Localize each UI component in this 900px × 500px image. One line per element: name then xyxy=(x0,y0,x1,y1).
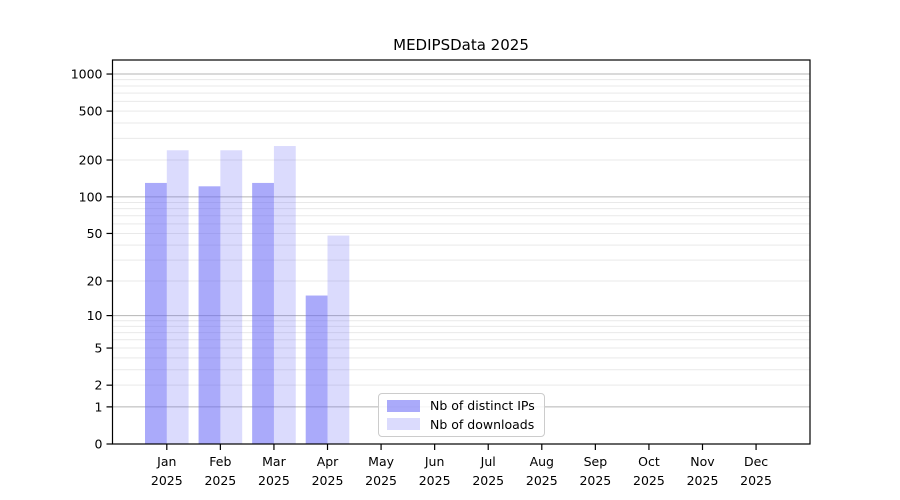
x-tick-label-year-mar: 2025 xyxy=(258,473,290,488)
x-tick-label-year-apr: 2025 xyxy=(312,473,344,488)
y-tick-label-2: 2 xyxy=(95,378,103,393)
bar-distinct-ips-jan xyxy=(145,182,167,445)
legend-label-distinct-ips: Nb of distinct IPs xyxy=(430,398,535,414)
y-tick-label-100: 100 xyxy=(79,189,103,204)
x-tick-label-year-jun: 2025 xyxy=(419,473,451,488)
legend-swatch-downloads xyxy=(387,418,420,431)
x-tick-label-year-may: 2025 xyxy=(365,473,397,488)
legend-box: Nb of distinct IPs Nb of downloads xyxy=(378,393,545,437)
legend-swatch-distinct-ips xyxy=(387,399,420,412)
x-tick-label-year-jul: 2025 xyxy=(472,473,504,488)
x-tick-label-month-oct: Oct xyxy=(638,454,660,469)
x-tick-label-month-apr: Apr xyxy=(317,454,339,469)
x-tick-label-month-jul: Jul xyxy=(480,454,496,469)
gridlines-minor xyxy=(112,79,810,386)
bar-downloads-mar xyxy=(273,146,296,445)
x-tick-label-year-dec: 2025 xyxy=(740,473,772,488)
x-tick-label-year-nov: 2025 xyxy=(687,473,719,488)
y-tick-label-20: 20 xyxy=(87,273,103,288)
y-tick-label-0: 0 xyxy=(95,437,103,452)
y-tick-label-1: 1 xyxy=(95,399,103,414)
y-tick-label-50: 50 xyxy=(87,226,103,241)
y-tick-label-10: 10 xyxy=(87,308,103,323)
bar-downloads-jan xyxy=(166,150,189,444)
x-tick-label-month-feb: Feb xyxy=(209,454,231,469)
plot-border xyxy=(111,59,811,445)
axes xyxy=(106,59,811,450)
y-tick-label-200: 200 xyxy=(79,153,103,168)
x-tick-label-year-sep: 2025 xyxy=(579,473,611,488)
x-tick-label-month-aug: Aug xyxy=(530,454,554,469)
bar-downloads-apr xyxy=(327,235,350,444)
chart-title: MEDIPSData 2025 xyxy=(393,36,529,54)
x-tick-label-month-jan: Jan xyxy=(156,454,176,469)
legend-label-downloads: Nb of downloads xyxy=(430,416,535,432)
x-tick-label-year-oct: 2025 xyxy=(633,473,665,488)
tick-labels: 0 1 2 5 10 20 50 100 200 500 1000 Jan 2025 Feb 2025 Mar… xyxy=(71,67,772,488)
x-tick-label-month-jun: Jun xyxy=(424,454,445,469)
x-tick-label-month-may: May xyxy=(368,454,394,469)
x-tick-label-year-feb: 2025 xyxy=(204,473,236,488)
y-tick-label-1000: 1000 xyxy=(71,67,103,82)
x-tick-label-month-nov: Nov xyxy=(690,454,715,469)
bar-downloads-feb xyxy=(220,150,243,444)
x-tick-label-month-sep: Sep xyxy=(584,454,608,469)
bar-distinct-ips-feb xyxy=(198,186,221,444)
legend-item-downloads: Nb of downloads xyxy=(387,417,536,433)
legend-item-distinct-ips: Nb of distinct IPs xyxy=(387,398,536,414)
x-tick-label-month-dec: Dec xyxy=(744,454,768,469)
y-tick-label-5: 5 xyxy=(95,341,103,356)
y-tick-label-500: 500 xyxy=(79,104,103,119)
x-tick-label-month-mar: Mar xyxy=(262,454,286,469)
bar-distinct-ips-apr xyxy=(305,295,328,444)
x-tick-label-year-aug: 2025 xyxy=(526,473,558,488)
bars xyxy=(145,146,350,445)
bar-distinct-ips-mar xyxy=(252,182,274,445)
x-tick-label-year-jan: 2025 xyxy=(151,473,183,488)
